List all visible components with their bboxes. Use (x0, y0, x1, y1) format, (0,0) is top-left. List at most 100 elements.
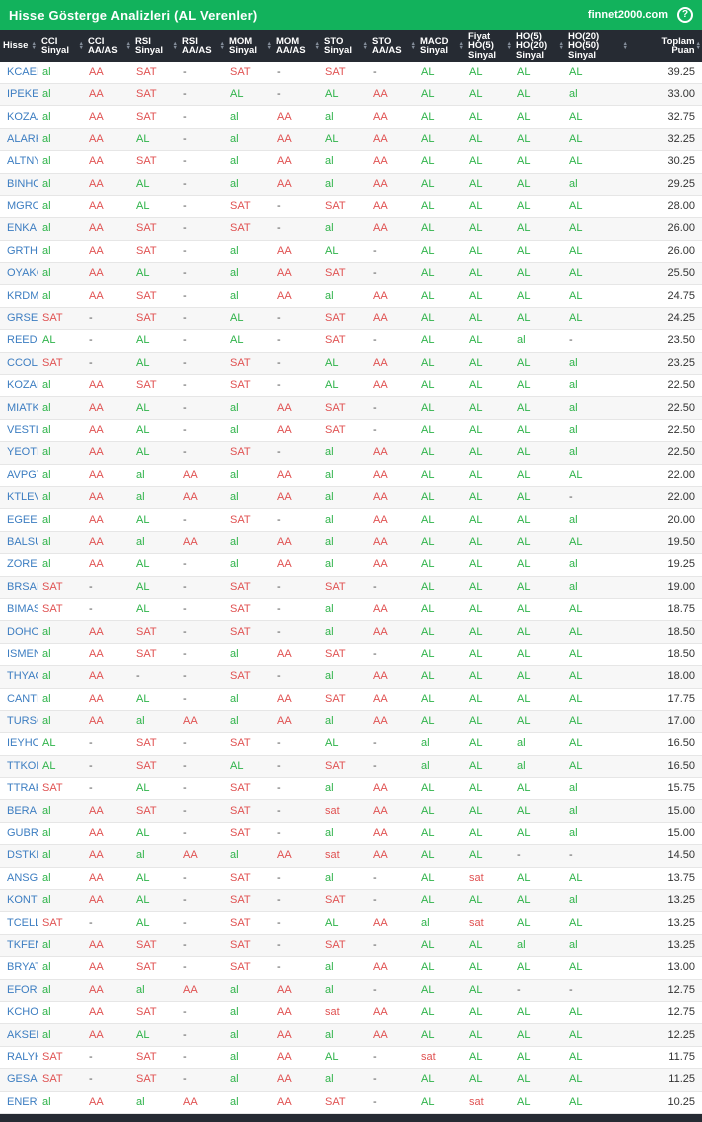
ticker-cell[interactable]: DSTKF (0, 844, 38, 868)
sort-arrows-icon[interactable]: ▲ ▼ (458, 40, 464, 51)
ticker-cell[interactable]: CANTE (0, 688, 38, 711)
column-header[interactable]: Hisse ▲ ▼ (0, 30, 38, 62)
help-icon[interactable]: ? (677, 7, 693, 23)
sort-arrows-icon[interactable]: ▲ ▼ (314, 40, 320, 51)
sort-arrows-icon[interactable]: ▲ ▼ (125, 40, 131, 51)
ticker-cell[interactable]: TKFEN (0, 934, 38, 958)
sort-desc-icon[interactable]: ▼ (78, 45, 84, 51)
sort-desc-icon[interactable]: ▼ (458, 45, 464, 51)
column-header[interactable]: HO(5) HO(20) Sinyal ▲ ▼ (513, 30, 565, 62)
sort-asc-icon[interactable]: ▲ (558, 40, 564, 47)
column-header[interactable]: CCI Sinyal ▲ ▼ (38, 30, 85, 62)
ticker-cell[interactable]: ALARK (0, 128, 38, 152)
sort-asc-icon[interactable]: ▲ (219, 40, 225, 47)
table-row[interactable]: MIATK al AA AL - al AA SAT - AL AL AL al 22.50 (0, 396, 702, 420)
ticker-cell[interactable]: THYAO (0, 665, 38, 689)
ticker-cell[interactable]: KONTR (0, 889, 38, 913)
sort-arrows-icon[interactable]: ▲ ▼ (506, 41, 512, 51)
ticker-cell[interactable]: TTKOM (0, 755, 38, 779)
sort-desc-icon[interactable]: ▼ (125, 45, 131, 51)
sort-arrows-icon[interactable]: ▲ ▼ (410, 40, 416, 51)
ticker-cell[interactable]: CCOLA (0, 352, 38, 376)
ticker-cell[interactable]: KOZAL (0, 374, 38, 398)
column-header[interactable]: MOM Sinyal ▲ ▼ (226, 30, 273, 62)
sort-asc-icon[interactable]: ▲ (266, 40, 272, 47)
sort-desc-icon[interactable]: ▼ (410, 45, 416, 51)
ticker-cell[interactable]: ENERY (0, 1091, 38, 1115)
sort-desc-icon[interactable]: ▼ (172, 45, 178, 51)
sort-asc-icon[interactable]: ▲ (172, 40, 178, 47)
site-link[interactable]: finnet2000.com (587, 9, 668, 21)
ticker-cell[interactable]: BRYAT (0, 956, 38, 980)
table-row[interactable]: BIMAS SAT - AL - SAT - al AA AL AL AL AL 18.75 (0, 598, 702, 622)
ticker-cell[interactable]: ZOREN (0, 553, 38, 577)
sort-desc-icon[interactable]: ▼ (266, 45, 272, 51)
sort-asc-icon[interactable]: ▲ (458, 40, 464, 47)
sort-asc-icon[interactable]: ▲ (31, 40, 37, 47)
ticker-cell[interactable]: BRSAN (0, 576, 38, 599)
sort-arrows-icon[interactable]: ▲ ▼ (78, 41, 84, 51)
column-header[interactable]: STO Sinyal ▲ ▼ (321, 30, 369, 62)
ticker-cell[interactable]: KCAER (0, 62, 38, 84)
ticker-cell[interactable]: EFORC (0, 979, 38, 1002)
sort-asc-icon[interactable]: ▲ (125, 40, 131, 47)
ticker-cell[interactable]: ALTNY (0, 150, 38, 174)
sort-desc-icon[interactable]: ▼ (31, 45, 37, 51)
ticker-cell[interactable]: IPEKE (0, 83, 38, 107)
sort-desc-icon[interactable]: ▼ (314, 45, 320, 51)
ticker-cell[interactable]: KTLEV (0, 486, 38, 510)
column-header[interactable]: RSI AA/AS ▲ ▼ (179, 30, 226, 62)
column-header[interactable]: CCI AA/AS ▲ ▼ (85, 30, 132, 62)
ticker-cell[interactable]: RALYH (0, 1046, 38, 1070)
sort-arrows-icon[interactable]: ▲ ▼ (558, 40, 564, 51)
ticker-cell[interactable]: KOZAA (0, 105, 38, 129)
ticker-cell[interactable]: GRSEL (0, 307, 38, 331)
ticker-cell[interactable]: BINHO (0, 173, 38, 196)
sort-asc-icon[interactable]: ▲ (410, 40, 416, 47)
ticker-cell[interactable]: ANSGR (0, 867, 38, 891)
ticker-cell[interactable]: BIMAS (0, 598, 38, 622)
ticker-cell[interactable]: ENKAI (0, 217, 38, 241)
ticker-cell[interactable]: DOHOL (0, 620, 38, 644)
ticker-cell[interactable]: TURSG (0, 710, 38, 734)
ticker-cell[interactable]: YEOTK (0, 441, 38, 465)
sort-arrows-icon[interactable]: ▲ ▼ (622, 41, 628, 51)
sort-desc-icon[interactable]: ▼ (558, 45, 564, 51)
column-header[interactable]: MACD Sinyal ▲ ▼ (417, 30, 465, 62)
column-header[interactable]: STO AA/AS ▲ ▼ (369, 30, 417, 62)
sort-arrows-icon[interactable]: ▲ ▼ (362, 41, 368, 51)
sort-arrows-icon[interactable]: ▲ ▼ (172, 40, 178, 51)
ticker-cell[interactable]: AVPGY (0, 464, 38, 487)
column-header[interactable]: HO(20) HO(50) Sinyal ▲ ▼ (565, 30, 629, 62)
table-row[interactable]: TCELL SAT - AL - SAT - AL AA al sat AL AL 13.25 (0, 911, 702, 935)
ticker-cell[interactable]: GESAN (0, 1068, 38, 1092)
sort-asc-icon[interactable]: ▲ (314, 40, 320, 47)
